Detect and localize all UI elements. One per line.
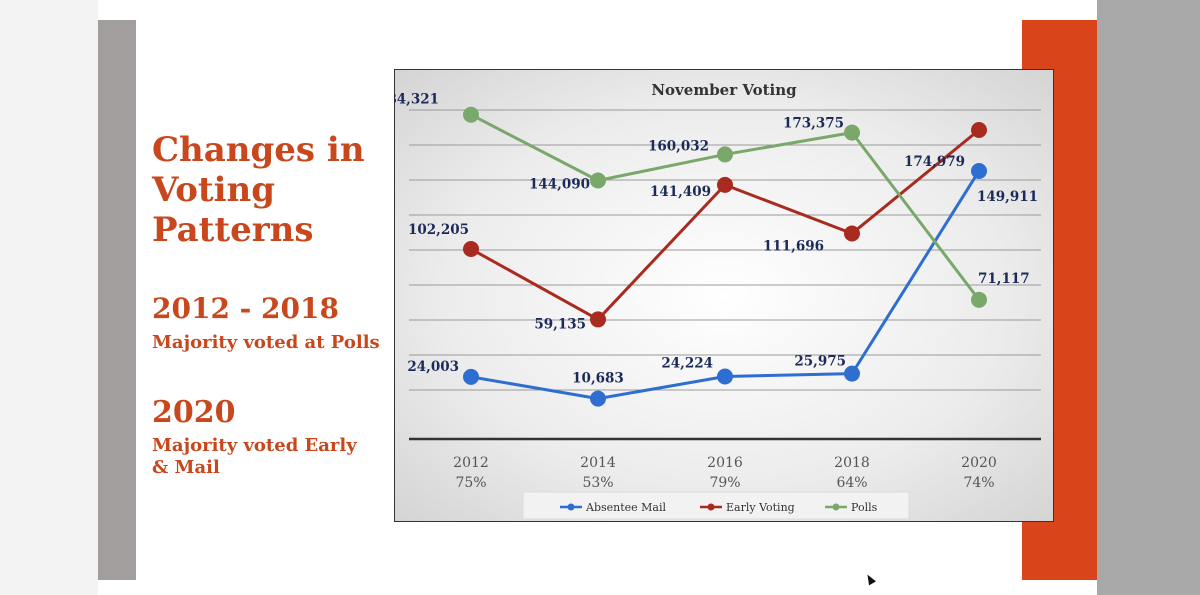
x-tick-label: 2012 (453, 455, 489, 471)
data-label: 173,375 (783, 116, 844, 132)
data-point (844, 124, 860, 141)
data-label: 174,979 (904, 154, 965, 170)
x-tick-label: 2014 (580, 455, 616, 471)
year-subtitle: Majority voted Early & Mail (152, 435, 357, 478)
data-label: 141,409 (650, 184, 711, 200)
chart-title: November Voting (651, 81, 797, 99)
x-tick-label: 2018 (834, 455, 870, 471)
legend-swatch-marker (832, 503, 840, 511)
data-label: 24,003 (407, 359, 459, 375)
data-point (590, 311, 606, 328)
x-tick-sublabel: 53% (582, 475, 613, 491)
data-point (971, 291, 987, 308)
left-accent-bar (98, 20, 136, 580)
slide-heading: Changes in Voting Patterns (152, 130, 365, 250)
data-label: 160,032 (648, 138, 709, 154)
data-point (717, 146, 733, 163)
data-point (590, 172, 606, 189)
data-point (844, 225, 860, 242)
data-point (971, 162, 987, 179)
legend-swatch-marker (707, 503, 715, 511)
data-label: 102,205 (408, 222, 469, 238)
legend-entry: Early Voting (726, 501, 795, 514)
line-chart: November Voting 2012 75% 2014 53% 2016 79% 2018… (395, 81, 1041, 520)
x-tick-sublabel: 79% (709, 475, 740, 491)
data-point (590, 390, 606, 407)
x-tick-sublabel: 75% (455, 475, 486, 491)
data-point (717, 368, 733, 385)
legend-entry: Absentee Mail (585, 501, 667, 514)
chart-frame: November Voting 2012 75% 2014 53% 2016 79% 2018… (394, 69, 1054, 522)
data-label: 184,321 (395, 92, 439, 108)
x-tick-label: 2016 (707, 455, 743, 471)
data-label: 144,090 (529, 177, 590, 193)
legend-swatch-marker (567, 503, 575, 511)
range-subtitle: Majority voted at Polls (152, 332, 380, 353)
data-point (844, 365, 860, 382)
data-point (463, 368, 479, 385)
data-point (971, 121, 987, 138)
series-line (470, 113, 981, 301)
legend-box (522, 491, 910, 520)
range-title: 2012 - 2018 (152, 292, 339, 325)
data-label: 24,224 (661, 355, 713, 371)
data-label: 149,911 (977, 189, 1038, 205)
data-point (717, 176, 733, 193)
year-title: 2020 (152, 395, 236, 430)
data-label: 59,135 (534, 316, 586, 332)
x-tick-label: 2020 (961, 455, 997, 471)
x-tick-sublabel: 74% (963, 475, 994, 491)
screen-margin-left (0, 0, 98, 595)
screen-margin-right (1097, 0, 1200, 595)
x-tick-sublabel: 64% (836, 475, 867, 491)
data-label: 111,696 (763, 238, 824, 254)
data-point (463, 240, 479, 257)
data-label: 71,117 (978, 271, 1030, 287)
legend-entry: Polls (851, 501, 878, 514)
data-point (463, 106, 479, 123)
data-label: 10,683 (572, 371, 624, 387)
data-label: 25,975 (794, 354, 846, 370)
